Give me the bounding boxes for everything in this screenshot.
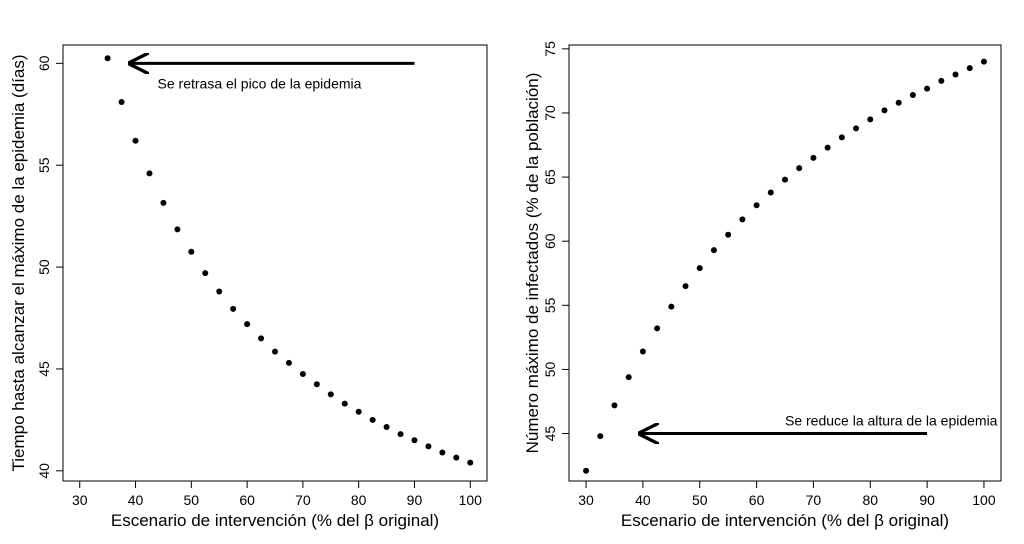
y-tick-label: 75 bbox=[542, 41, 558, 57]
data-point bbox=[639, 348, 646, 355]
data-point bbox=[838, 134, 845, 141]
data-point bbox=[104, 55, 111, 62]
data-point bbox=[668, 303, 675, 310]
data-point bbox=[824, 144, 831, 151]
data-point bbox=[597, 433, 604, 440]
chart-peak-time: 30 40 50 60 70 80 90 100 40 45 50 55 60 Escenario de … bbox=[9, 44, 488, 530]
x-tick-label: 100 bbox=[972, 492, 996, 508]
x-tick-label: 80 bbox=[351, 492, 367, 508]
x-axis-title: Escenario de intervención (% del β origi… bbox=[111, 511, 439, 530]
y-tick-label: 45 bbox=[542, 426, 558, 442]
data-point bbox=[230, 305, 237, 312]
data-point bbox=[909, 92, 916, 99]
data-point bbox=[355, 408, 362, 415]
annotation-text: Se retrasa el pico de la epidemia bbox=[158, 76, 362, 92]
data-point bbox=[132, 137, 139, 144]
data-point bbox=[467, 459, 474, 466]
x-tick-label: 30 bbox=[72, 492, 88, 508]
y-tick-label: 70 bbox=[542, 105, 558, 121]
y-tick-label: 55 bbox=[542, 297, 558, 313]
y-tick-label: 55 bbox=[36, 157, 52, 173]
data-point bbox=[796, 165, 803, 172]
data-point bbox=[853, 125, 860, 132]
data-point bbox=[313, 381, 320, 388]
data-point bbox=[739, 216, 746, 223]
x-tick-label: 50 bbox=[692, 492, 708, 508]
x-tick-label: 50 bbox=[184, 492, 200, 508]
data-point bbox=[782, 176, 788, 183]
data-point bbox=[341, 400, 348, 407]
y-tick-label: 40 bbox=[36, 463, 52, 479]
data-point bbox=[625, 374, 632, 381]
data-point bbox=[258, 335, 265, 342]
x-tick-label: 30 bbox=[578, 492, 594, 508]
plot-frame bbox=[568, 44, 1002, 482]
x-tick-label: 90 bbox=[407, 492, 423, 508]
data-point bbox=[938, 77, 945, 84]
data-point bbox=[881, 107, 888, 114]
y-tick-label: 60 bbox=[36, 55, 52, 71]
data-point bbox=[810, 154, 817, 161]
x-axis-title: Escenario de intervención (% del β origi… bbox=[621, 511, 949, 530]
data-point bbox=[244, 321, 251, 328]
data-point bbox=[710, 247, 717, 254]
data-point bbox=[725, 231, 732, 238]
y-axis-title: Tiempo hasta alcanzar el máximo de la ep… bbox=[9, 54, 28, 471]
data-point bbox=[369, 416, 376, 423]
data-point bbox=[146, 170, 153, 177]
data-point bbox=[327, 391, 334, 398]
y-tick-label: 50 bbox=[36, 259, 52, 275]
data-point bbox=[895, 99, 902, 106]
data-point bbox=[924, 85, 931, 92]
data-point bbox=[299, 371, 306, 378]
x-tick-label: 90 bbox=[919, 492, 935, 508]
annotation-text: Se reduce la altura de la epidemia bbox=[785, 413, 998, 429]
y-axis-title: Número máximo de infectados (% de la pob… bbox=[523, 73, 542, 454]
data-point bbox=[272, 348, 278, 355]
x-tick-label: 40 bbox=[635, 492, 651, 508]
data-point bbox=[682, 283, 689, 290]
plot-frame bbox=[62, 44, 488, 482]
x-tick-label: 60 bbox=[239, 492, 255, 508]
data-point bbox=[160, 199, 167, 206]
data-point bbox=[753, 202, 760, 209]
data-point bbox=[411, 437, 418, 444]
data-point bbox=[118, 99, 125, 106]
x-tick-label: 40 bbox=[128, 492, 144, 508]
y-tick-label: 65 bbox=[542, 169, 558, 185]
data-point bbox=[285, 359, 292, 366]
data-point bbox=[425, 443, 432, 450]
data-point bbox=[980, 58, 987, 65]
data-point bbox=[952, 71, 959, 78]
data-point bbox=[439, 449, 446, 456]
data-point bbox=[611, 402, 618, 409]
x-tick-label: 70 bbox=[806, 492, 822, 508]
data-point bbox=[453, 454, 460, 461]
data-point bbox=[397, 431, 404, 438]
data-point bbox=[188, 248, 195, 255]
data-point bbox=[867, 116, 874, 123]
chart-max-infected: 30 40 50 60 70 80 90 100 45 50 55 60 65 70 75 Escenario… bbox=[523, 41, 1002, 530]
x-tick-label: 60 bbox=[749, 492, 765, 508]
data-point bbox=[966, 65, 973, 72]
y-tick-label: 50 bbox=[542, 361, 558, 377]
data-point bbox=[383, 424, 390, 431]
data-point bbox=[696, 265, 703, 272]
x-tick-label: 80 bbox=[862, 492, 878, 508]
data-point bbox=[202, 270, 209, 277]
data-point bbox=[583, 467, 590, 474]
data-point bbox=[767, 189, 774, 196]
data-point bbox=[216, 288, 223, 295]
data-point bbox=[174, 226, 181, 233]
y-tick-label: 60 bbox=[542, 233, 558, 249]
data-point bbox=[654, 325, 661, 332]
x-tick-label: 70 bbox=[295, 492, 311, 508]
y-tick-label: 45 bbox=[36, 361, 52, 377]
x-tick-label: 100 bbox=[459, 492, 483, 508]
